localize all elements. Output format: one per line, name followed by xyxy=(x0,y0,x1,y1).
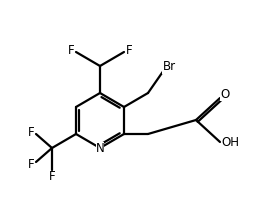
Text: Br: Br xyxy=(162,61,176,73)
Text: F: F xyxy=(49,170,55,184)
Text: OH: OH xyxy=(221,136,239,149)
Text: F: F xyxy=(126,44,132,56)
Text: O: O xyxy=(220,88,230,101)
Text: F: F xyxy=(28,157,34,170)
Text: F: F xyxy=(28,127,34,140)
Text: N: N xyxy=(96,142,104,154)
Text: F: F xyxy=(68,44,74,56)
